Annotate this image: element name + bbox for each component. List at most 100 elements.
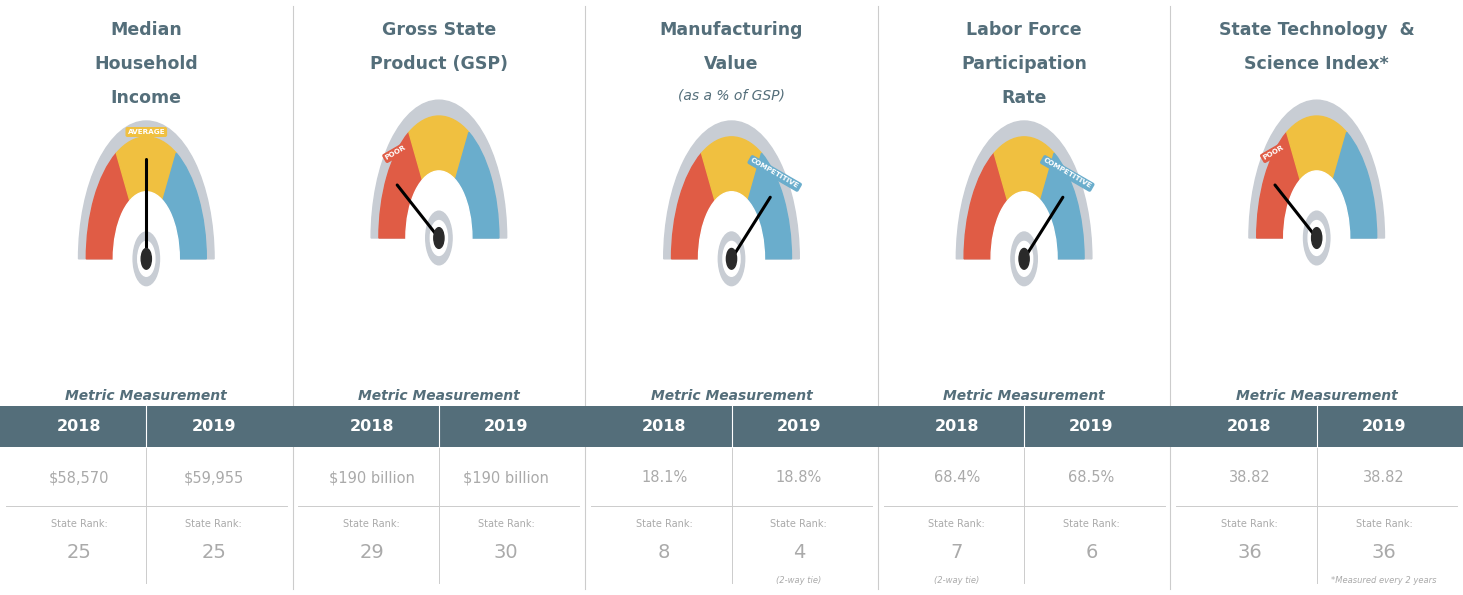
Text: (as a % of GSP): (as a % of GSP) (677, 89, 786, 103)
Circle shape (1308, 221, 1325, 255)
Text: *Measured every 2 years: *Measured every 2 years (1331, 575, 1437, 585)
Circle shape (1304, 211, 1330, 265)
Wedge shape (702, 137, 762, 201)
Text: 2019: 2019 (192, 419, 236, 434)
Text: (2-way tie): (2-way tie) (777, 575, 821, 585)
Wedge shape (79, 121, 214, 259)
Text: State Rank:: State Rank: (344, 519, 399, 528)
Circle shape (133, 232, 159, 286)
Text: 36: 36 (1372, 543, 1396, 562)
Text: Metric Measurement: Metric Measurement (1236, 389, 1397, 403)
Text: 68.5%: 68.5% (1068, 470, 1115, 486)
Text: State Rank:: State Rank: (1356, 519, 1412, 528)
Circle shape (723, 242, 740, 276)
Circle shape (138, 242, 155, 276)
Wedge shape (162, 153, 206, 259)
Text: Product (GSP): Product (GSP) (370, 55, 508, 73)
Text: Income: Income (111, 89, 181, 107)
Wedge shape (957, 121, 1091, 259)
Bar (585, 406, 878, 447)
Wedge shape (372, 100, 506, 238)
Text: 25: 25 (66, 543, 92, 562)
Text: 38.82: 38.82 (1229, 470, 1270, 486)
Circle shape (142, 249, 151, 269)
Text: State Rank:: State Rank: (478, 519, 534, 528)
Text: State Rank:: State Rank: (929, 519, 985, 528)
Text: Metric Measurement: Metric Measurement (944, 389, 1105, 403)
Circle shape (1011, 232, 1037, 286)
Text: 29: 29 (360, 543, 383, 562)
Text: 2018: 2018 (935, 419, 979, 434)
Text: Metric Measurement: Metric Measurement (358, 389, 519, 403)
Text: 2018: 2018 (350, 419, 394, 434)
Circle shape (405, 171, 473, 305)
Wedge shape (1004, 217, 1045, 259)
Circle shape (990, 192, 1058, 326)
Text: 2018: 2018 (1227, 419, 1271, 434)
Text: 2019: 2019 (484, 419, 528, 434)
Text: State Technology  &: State Technology & (1219, 21, 1415, 39)
Wedge shape (748, 153, 791, 259)
Circle shape (1312, 228, 1321, 248)
Bar (293, 406, 585, 447)
Text: State Rank:: State Rank: (771, 519, 827, 528)
Text: 2018: 2018 (642, 419, 686, 434)
Circle shape (430, 221, 448, 255)
Wedge shape (1333, 132, 1377, 238)
Text: Manufacturing: Manufacturing (660, 21, 803, 39)
Text: 4: 4 (793, 543, 805, 562)
Wedge shape (379, 132, 423, 238)
Circle shape (1283, 171, 1350, 305)
Text: Science Index*: Science Index* (1245, 55, 1388, 73)
Text: 18.8%: 18.8% (775, 470, 822, 486)
Text: Gross State: Gross State (382, 21, 496, 39)
Text: Household: Household (95, 55, 198, 73)
Bar (1170, 406, 1463, 447)
Text: $190 billion: $190 billion (329, 470, 414, 486)
Text: State Rank:: State Rank: (1222, 519, 1277, 528)
Text: Metric Measurement: Metric Measurement (651, 389, 812, 403)
Text: AVERAGE: AVERAGE (127, 129, 165, 135)
Wedge shape (995, 137, 1055, 201)
Circle shape (426, 211, 452, 265)
Text: 2019: 2019 (1362, 419, 1406, 434)
Circle shape (113, 192, 180, 326)
Bar (878, 406, 1170, 447)
Wedge shape (86, 153, 130, 259)
Text: 8: 8 (658, 543, 670, 562)
Text: State Rank:: State Rank: (1064, 519, 1119, 528)
Text: State Rank:: State Rank: (186, 519, 241, 528)
Text: 2019: 2019 (1069, 419, 1113, 434)
Circle shape (718, 232, 745, 286)
Text: 68.4%: 68.4% (933, 470, 980, 486)
Text: COMPETITIVE: COMPETITIVE (1042, 157, 1093, 190)
Text: State Rank:: State Rank: (51, 519, 107, 528)
Wedge shape (410, 116, 470, 180)
Text: Labor Force: Labor Force (966, 21, 1083, 39)
Text: 7: 7 (951, 543, 963, 562)
Text: 2019: 2019 (777, 419, 821, 434)
Wedge shape (117, 137, 177, 201)
Bar (0, 406, 293, 447)
Text: $58,570: $58,570 (48, 470, 110, 486)
Text: State Rank:: State Rank: (636, 519, 692, 528)
Text: Metric Measurement: Metric Measurement (66, 389, 227, 403)
Wedge shape (964, 153, 1008, 259)
Circle shape (1020, 249, 1028, 269)
Text: POOR: POOR (385, 144, 407, 161)
Text: 6: 6 (1086, 543, 1097, 562)
Wedge shape (1257, 132, 1301, 238)
Text: COMPETITIVE: COMPETITIVE (749, 157, 800, 190)
Wedge shape (1296, 196, 1337, 238)
Text: 25: 25 (200, 543, 227, 562)
Text: $59,955: $59,955 (183, 470, 244, 486)
Text: 2018: 2018 (57, 419, 101, 434)
Circle shape (727, 249, 736, 269)
Circle shape (698, 192, 765, 326)
Wedge shape (1287, 116, 1347, 180)
Text: Value: Value (704, 55, 759, 73)
Wedge shape (1249, 100, 1384, 238)
Wedge shape (711, 217, 752, 259)
Text: Participation: Participation (961, 55, 1087, 73)
Text: Rate: Rate (1001, 89, 1048, 107)
